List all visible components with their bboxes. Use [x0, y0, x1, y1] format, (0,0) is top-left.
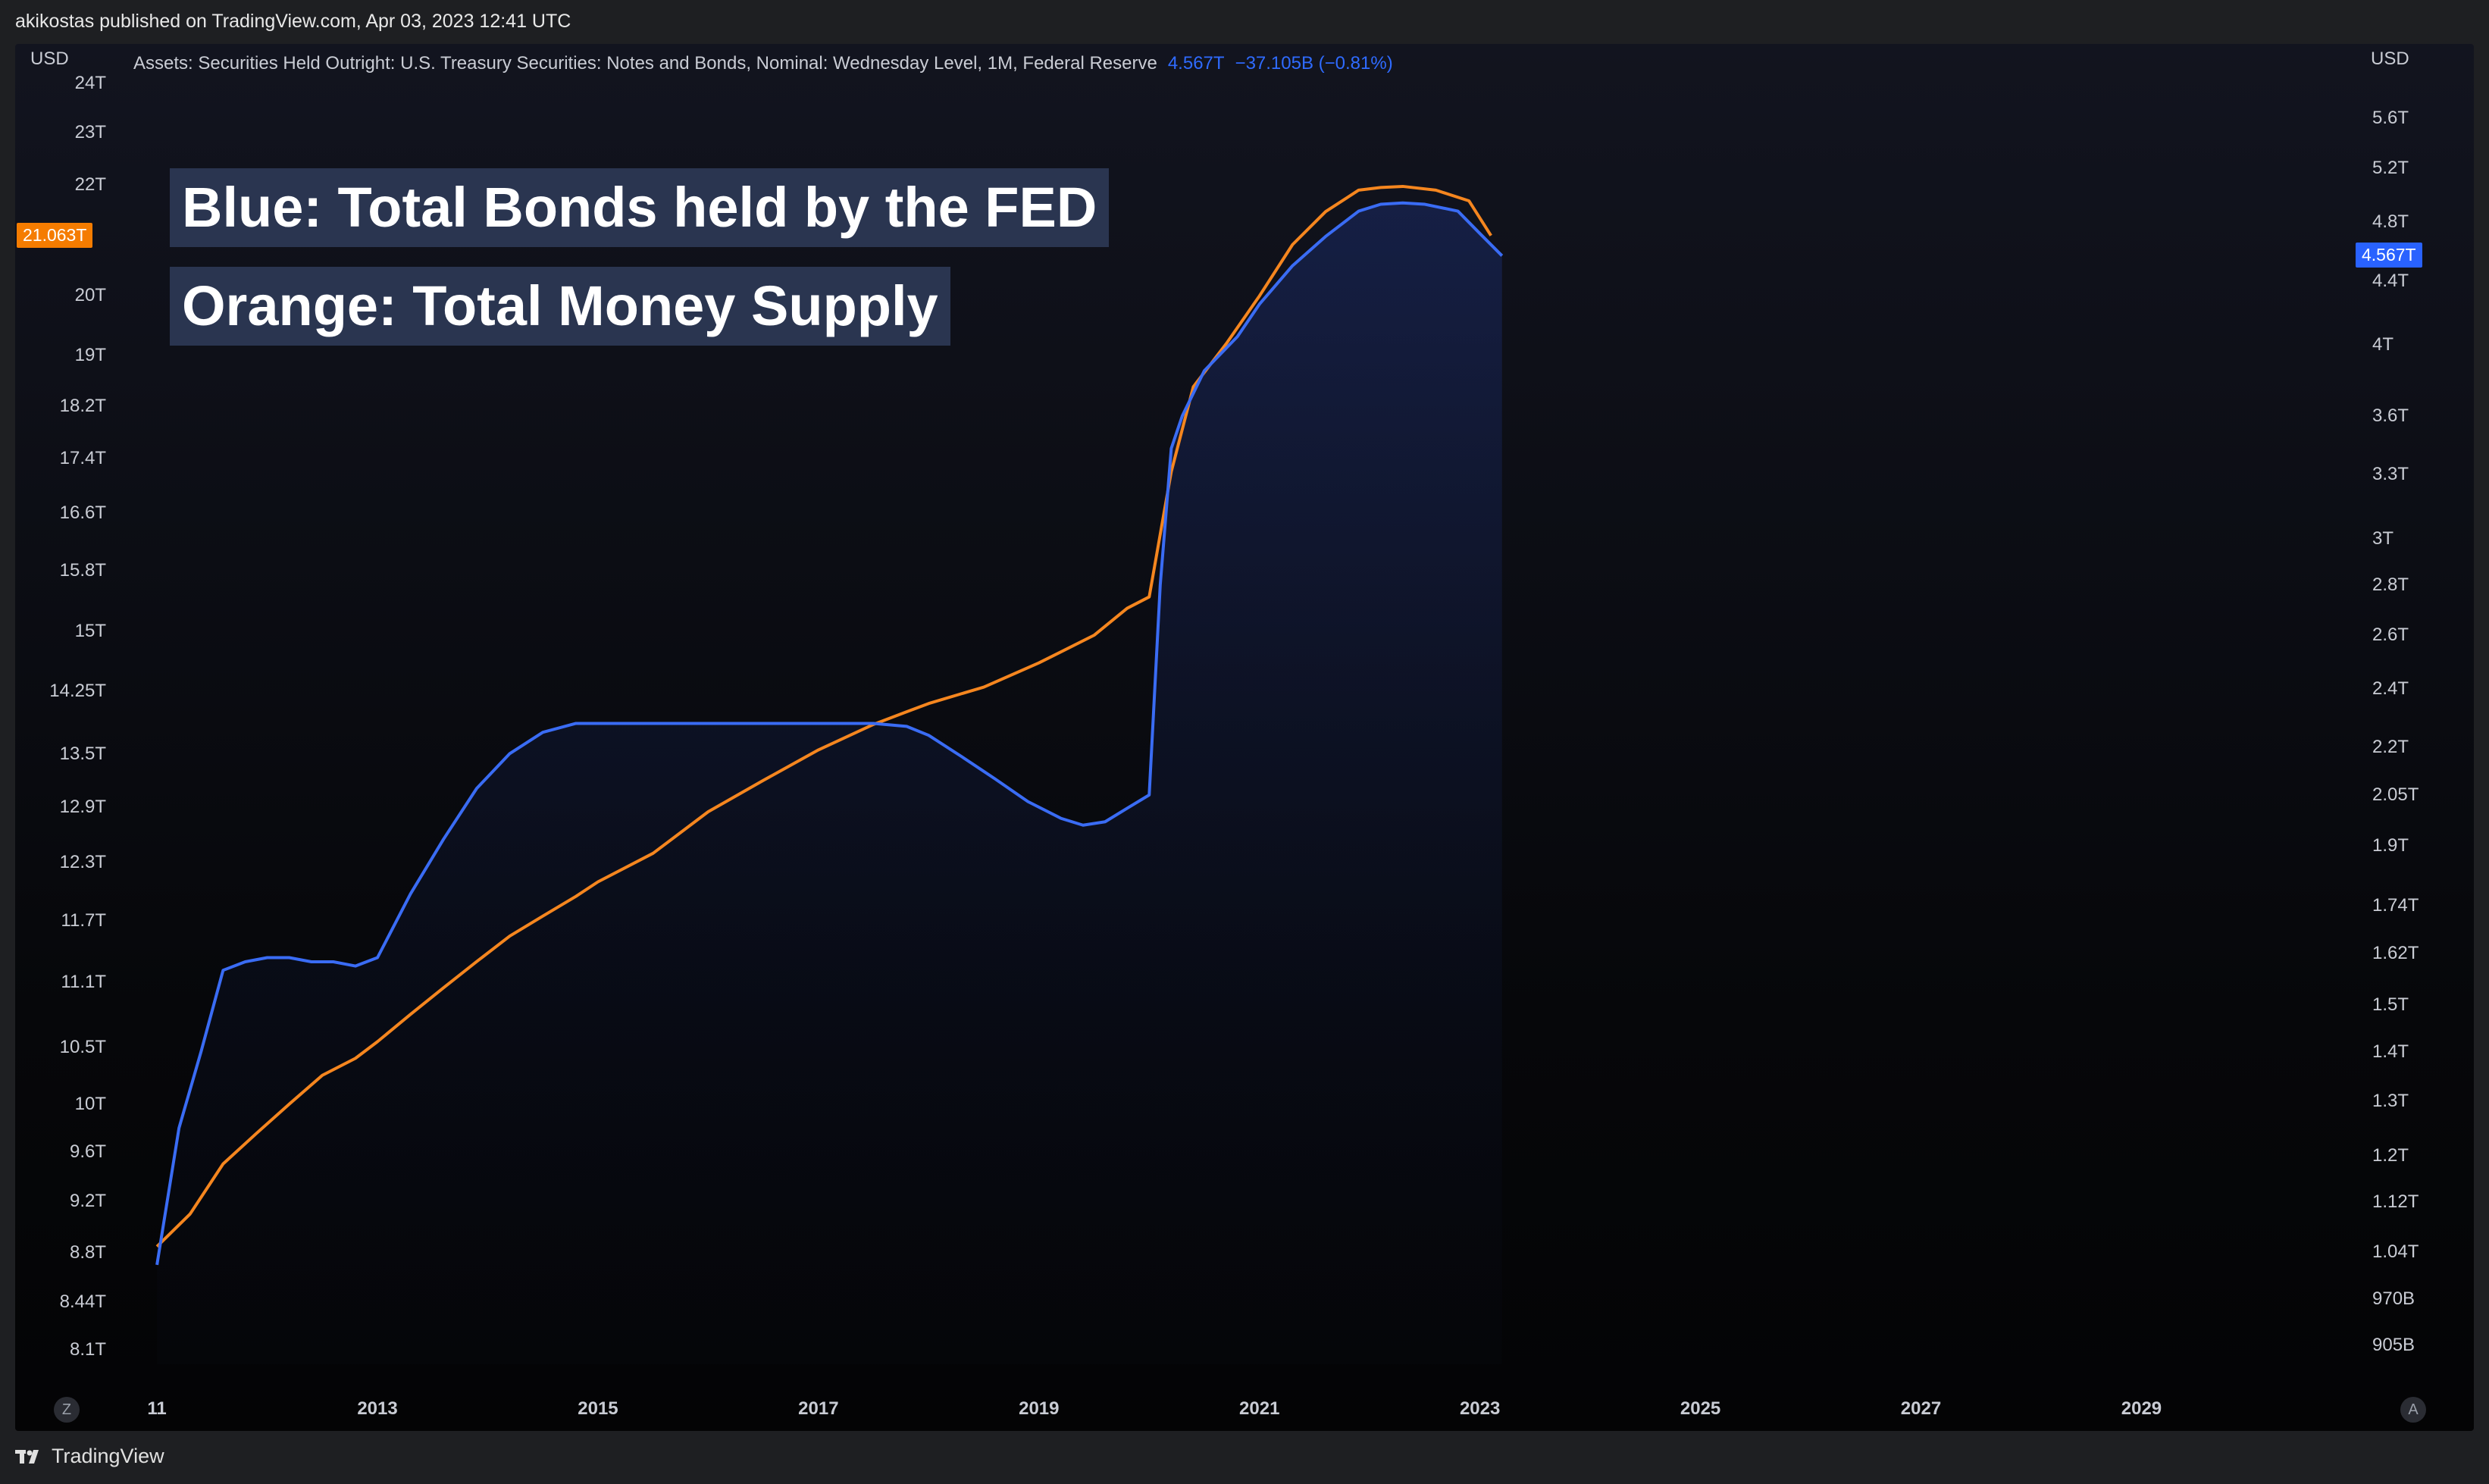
right-axis-tick: 2.8T: [2372, 574, 2409, 595]
tradingview-logo-icon: [15, 1449, 39, 1464]
left-last-price-label: 21.063T: [17, 222, 93, 248]
right-axis-tick: 2.6T: [2372, 624, 2409, 645]
left-axis-tick: 14.25T: [49, 680, 106, 701]
right-axis-tick: 3.6T: [2372, 405, 2409, 426]
right-axis-tick: 3.3T: [2372, 464, 2409, 485]
right-axis-tick: 5.2T: [2372, 158, 2409, 179]
left-axis-tick: 24T: [74, 73, 106, 93]
publish-info: akikostas published on TradingView.com, …: [15, 11, 571, 32]
left-axis-tick: 22T: [74, 174, 106, 195]
right-axis-tick: 1.2T: [2372, 1144, 2409, 1166]
x-axis-tick: 2023: [1459, 1398, 1501, 1419]
x-axis-tick: 2013: [357, 1398, 398, 1419]
left-axis-tick: 12.3T: [59, 852, 106, 873]
left-axis-tick: 8.44T: [59, 1291, 106, 1312]
left-axis-tick: 11.1T: [61, 972, 106, 993]
right-axis-tick: 1.5T: [2372, 994, 2409, 1016]
x-axis-tick: 2017: [798, 1398, 839, 1419]
series-title: Assets: Securities Held Outright: U.S. T…: [133, 53, 1157, 74]
right-axis-tick: 2.4T: [2372, 678, 2409, 699]
left-axis-tick: 18.2T: [59, 395, 106, 416]
left-axis-unit: USD: [30, 49, 69, 69]
right-axis-tick: 5.6T: [2372, 108, 2409, 129]
right-last-price-label: 4.567T: [2356, 243, 2422, 268]
log-scale-button[interactable]: Z: [54, 1397, 80, 1423]
left-axis-tick: 10T: [74, 1093, 106, 1114]
right-axis-tick: 1.62T: [2372, 942, 2419, 963]
x-axis-tick: 2027: [1900, 1398, 1942, 1419]
right-axis-tick: 3T: [2372, 528, 2394, 549]
left-axis-tick: 17.4T: [59, 447, 106, 468]
bottom-bar: [0, 1431, 2489, 1484]
auto-scale-button[interactable]: A: [2400, 1397, 2426, 1423]
right-axis-tick: 4.4T: [2372, 270, 2409, 291]
series-legend[interactable]: Assets: Securities Held Outright: U.S. T…: [133, 53, 1393, 74]
series-change: −37.105B (−0.81%): [1235, 53, 1393, 74]
right-axis-tick: 1.12T: [2372, 1191, 2419, 1212]
brand-label: TradingView: [52, 1445, 164, 1467]
series-last-value: 4.567T: [1167, 53, 1225, 74]
right-axis-tick: 4T: [2372, 334, 2394, 355]
left-axis-tick: 8.8T: [69, 1242, 106, 1263]
series-area-fill: [157, 202, 1502, 1364]
left-axis-tick: 11.7T: [61, 910, 106, 931]
x-axis-tick: 2021: [1239, 1398, 1280, 1419]
right-axis-tick: 1.4T: [2372, 1041, 2409, 1062]
left-axis-tick: 16.6T: [59, 502, 106, 524]
right-axis-tick: 1.3T: [2372, 1091, 2409, 1112]
right-axis-tick: 2.05T: [2372, 784, 2419, 805]
left-axis-tick: 23T: [74, 122, 106, 143]
right-axis-tick: 2.2T: [2372, 737, 2409, 758]
left-axis-tick: 9.6T: [69, 1141, 106, 1162]
left-axis-tick: 10.5T: [59, 1036, 106, 1057]
top-bar: akikostas published on TradingView.com, …: [0, 0, 2489, 44]
right-axis-tick: 1.9T: [2372, 835, 2409, 856]
right-axis-tick: 970B: [2372, 1288, 2415, 1309]
x-axis-tick: 2025: [1680, 1398, 1721, 1419]
right-axis-unit: USD: [2371, 49, 2409, 69]
left-axis-tick: 15.8T: [59, 560, 106, 581]
tradingview-brand[interactable]: TradingView: [15, 1445, 164, 1468]
left-axis-tick: 19T: [74, 345, 106, 366]
left-axis-tick: 20T: [74, 285, 106, 306]
left-axis-tick: 9.2T: [69, 1191, 106, 1211]
left-axis-tick: 12.9T: [59, 797, 106, 818]
annotation-orange: Orange: Total Money Supply: [170, 267, 950, 346]
x-axis-tick: 2019: [1019, 1398, 1060, 1419]
annotation-blue: Blue: Total Bonds held by the FED: [170, 168, 1110, 247]
x-axis-tick: 2015: [578, 1398, 618, 1419]
right-axis-tick: 1.74T: [2372, 894, 2419, 916]
left-axis-tick: 13.5T: [59, 744, 106, 765]
left-axis-tick: 15T: [74, 621, 106, 641]
right-axis-tick: 4.8T: [2372, 211, 2409, 233]
x-axis-tick: 2029: [2121, 1398, 2162, 1419]
x-axis-tick: 11: [147, 1398, 167, 1419]
left-axis-tick: 8.1T: [69, 1338, 106, 1360]
right-axis-tick: 1.04T: [2372, 1241, 2419, 1262]
series-line-blue[interactable]: [155, 201, 1504, 1266]
right-axis-tick: 905B: [2372, 1335, 2415, 1356]
